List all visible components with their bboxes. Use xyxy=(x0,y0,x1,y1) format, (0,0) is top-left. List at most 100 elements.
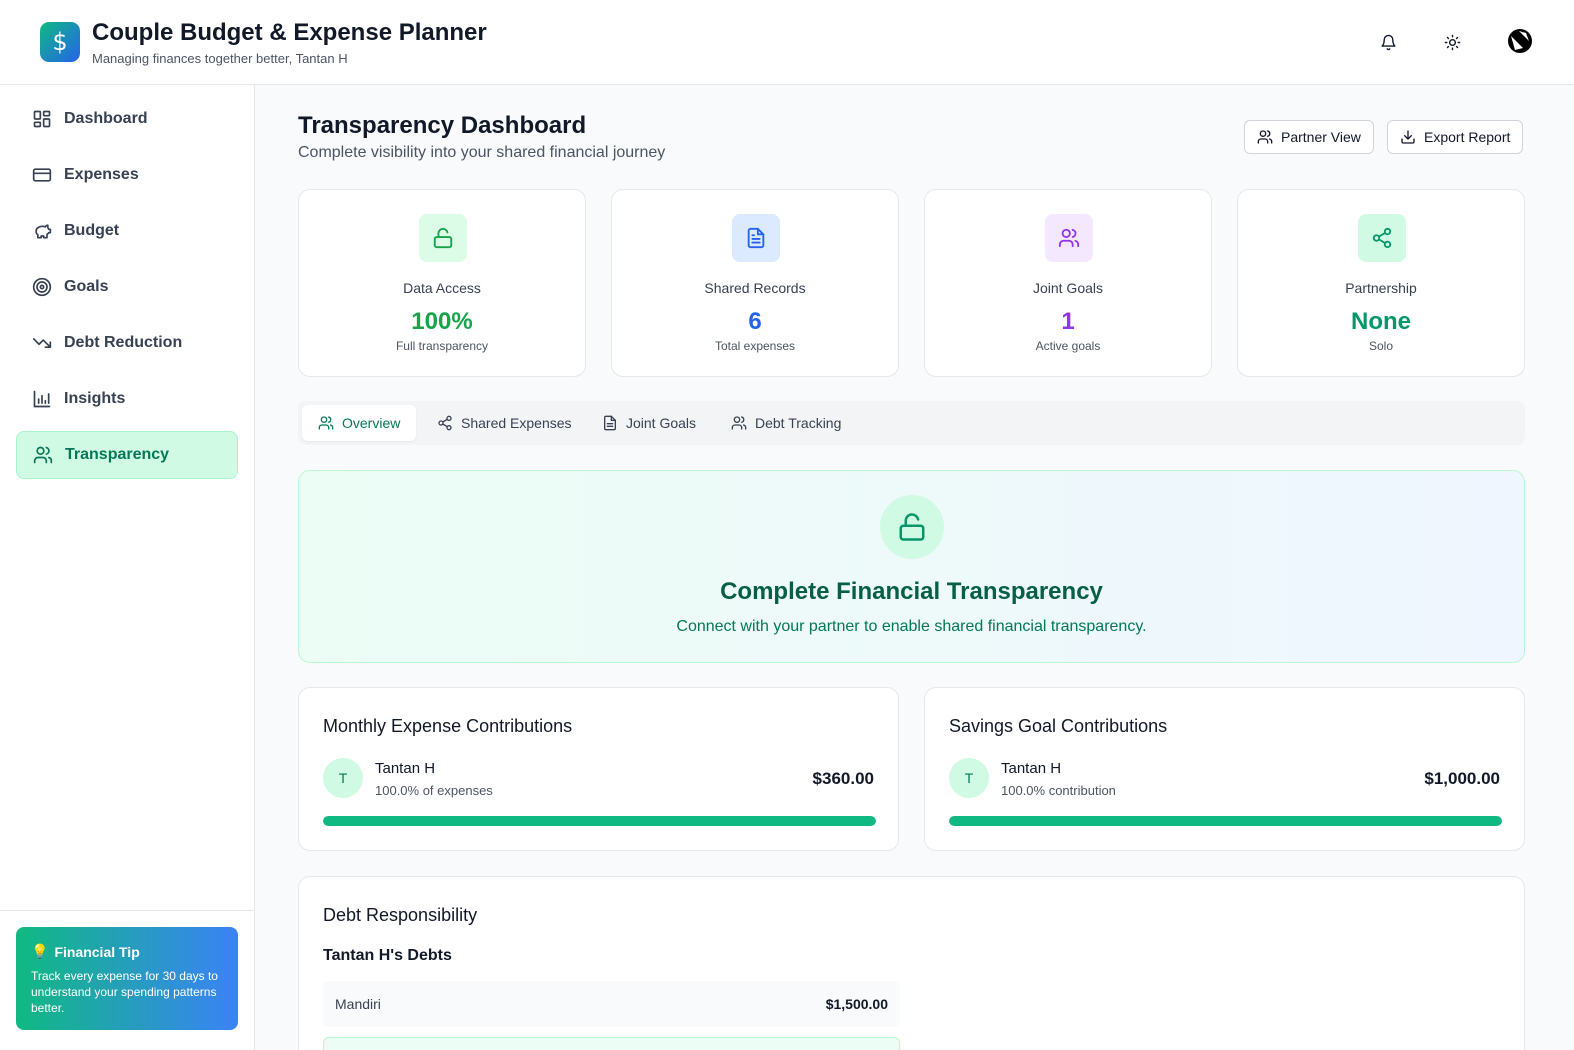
progress-bar xyxy=(949,816,1502,826)
share-icon xyxy=(1358,214,1406,262)
sidebar-item-expenses[interactable]: Expenses xyxy=(16,151,238,199)
contributor-name: Tantan H xyxy=(375,760,436,777)
sidebar-item-label: Goals xyxy=(64,278,109,295)
app-header: $ Couple Budget & Expense Planner Managi… xyxy=(0,0,1574,85)
tab-label: Joint Goals xyxy=(626,415,697,431)
page-subtitle: Complete visibility into your shared fin… xyxy=(298,144,666,161)
progress-fill xyxy=(323,816,876,826)
stat-sub: Full transparency xyxy=(395,339,489,353)
stat-label: Shared Records xyxy=(704,280,806,296)
stat-sub: Solo xyxy=(1368,339,1394,353)
contributor-percentage: 100.0% contribution xyxy=(1001,783,1116,798)
sidebar: Dashboard Expenses Budget Goals Debt Red… xyxy=(0,85,255,1050)
sidebar-item-label: Expenses xyxy=(64,166,139,183)
lightbulb-icon: 💡 xyxy=(31,943,49,959)
stat-card-joint-goals: Joint Goals 1 Active goals xyxy=(924,189,1212,377)
sidebar-item-transparency[interactable]: Transparency xyxy=(16,431,238,479)
profile-logo-icon[interactable] xyxy=(1507,28,1533,54)
app-title: Couple Budget & Expense Planner xyxy=(92,19,487,46)
stat-value: None xyxy=(1351,308,1411,335)
transparency-hero: Complete Financial Transparency Connect … xyxy=(298,470,1525,663)
hero-text: Connect with your partner to enable shar… xyxy=(676,618,1147,635)
debt-summary-row xyxy=(323,1037,900,1050)
users-icon xyxy=(33,446,53,464)
debt-responsibility-panel: Debt Responsibility Tantan H's Debts Man… xyxy=(298,876,1525,1050)
avatar: T xyxy=(949,758,989,798)
contributor-name: Tantan H xyxy=(1001,760,1062,777)
tab-overview[interactable]: Overview xyxy=(302,405,417,441)
file-text-icon xyxy=(604,415,616,431)
sidebar-item-label: Debt Reduction xyxy=(64,334,183,351)
tip-title: Financial Tip xyxy=(54,943,140,960)
tab-debt-tracking[interactable]: Debt Tracking xyxy=(715,405,857,441)
monthly-expense-contributions-panel: Monthly Expense Contributions T Tantan H… xyxy=(298,687,899,851)
tab-label: Shared Expenses xyxy=(461,415,572,431)
hero-title: Complete Financial Transparency xyxy=(720,578,1103,605)
stat-value: 100% xyxy=(411,308,473,335)
export-report-button[interactable]: Export Report xyxy=(1387,120,1524,154)
users-icon xyxy=(318,416,334,430)
panel-title: Debt Responsibility xyxy=(323,905,478,925)
stat-label: Partnership xyxy=(1345,280,1417,296)
partner-view-button[interactable]: Partner View xyxy=(1244,120,1374,154)
sun-icon[interactable] xyxy=(1438,28,1466,56)
stat-value: 6 xyxy=(748,308,762,335)
target-icon xyxy=(32,277,52,297)
financial-tip-card: 💡 Financial Tip Track every expense for … xyxy=(16,927,238,1030)
stat-value: 1 xyxy=(1061,308,1075,335)
panel-title: Monthly Expense Contributions xyxy=(323,716,573,736)
sidebar-item-debt-reduction[interactable]: Debt Reduction xyxy=(16,319,238,367)
contributor-percentage: 100.0% of expenses xyxy=(375,783,493,798)
debt-amount: $1,500.00 xyxy=(825,996,888,1012)
panel-title: Savings Goal Contributions xyxy=(949,716,1168,736)
stat-sub: Total expenses xyxy=(714,339,796,353)
piggy-bank-icon xyxy=(35,224,52,239)
export-report-label: Export Report xyxy=(1424,129,1511,145)
app-subtitle: Managing finances together better, Tanta… xyxy=(92,51,348,66)
stat-card-partnership: Partnership None Solo xyxy=(1237,189,1525,377)
sidebar-item-label: Dashboard xyxy=(64,110,148,127)
credit-card-icon xyxy=(32,168,52,182)
file-text-icon xyxy=(732,214,780,262)
tab-bar: Overview Shared Expenses Joint Goals Deb… xyxy=(298,401,1525,445)
contributor-amount: $360.00 xyxy=(812,769,874,788)
unlock-icon xyxy=(880,495,944,559)
sidebar-item-goals[interactable]: Goals xyxy=(16,263,238,311)
sidebar-item-label: Transparency xyxy=(65,446,170,463)
stat-card-shared-records: Shared Records 6 Total expenses xyxy=(611,189,899,377)
partner-view-label: Partner View xyxy=(1281,129,1361,145)
progress-bar xyxy=(323,816,876,826)
sidebar-item-label: Budget xyxy=(64,222,120,239)
tab-label: Overview xyxy=(342,415,401,431)
sidebar-item-budget[interactable]: Budget xyxy=(16,207,238,255)
sidebar-divider xyxy=(0,910,254,911)
tab-label: Debt Tracking xyxy=(755,415,842,431)
sidebar-item-dashboard[interactable]: Dashboard xyxy=(16,95,238,143)
debt-owner-heading: Tantan H's Debts xyxy=(323,947,452,964)
download-icon xyxy=(1401,130,1415,144)
savings-goal-contributions-panel: Savings Goal Contributions T Tantan H 10… xyxy=(924,687,1525,851)
trending-down-icon xyxy=(32,338,52,348)
stat-sub: Active goals xyxy=(1035,339,1101,353)
progress-fill xyxy=(949,816,1502,826)
share-icon xyxy=(438,415,452,431)
sidebar-item-insights[interactable]: Insights xyxy=(16,375,238,423)
tab-shared-expenses[interactable]: Shared Expenses xyxy=(421,405,588,441)
unlock-icon xyxy=(419,214,467,262)
bell-icon[interactable] xyxy=(1374,28,1402,56)
contributor-amount: $1,000.00 xyxy=(1424,769,1500,788)
stat-label: Data Access xyxy=(403,280,481,296)
dollar-logo-icon: $ xyxy=(40,22,80,62)
sidebar-item-label: Insights xyxy=(64,390,126,407)
users-icon xyxy=(1257,130,1273,144)
tab-joint-goals[interactable]: Joint Goals xyxy=(586,405,712,441)
bar-chart-icon xyxy=(33,390,51,408)
tip-text: Track every expense for 30 days to under… xyxy=(31,969,218,1015)
layout-grid-icon xyxy=(33,110,51,128)
debt-name: Mandiri xyxy=(335,996,381,1012)
users-icon xyxy=(1045,214,1093,262)
page-title: Transparency Dashboard xyxy=(298,112,587,139)
debt-row: Mandiri $1,500.00 xyxy=(323,981,900,1027)
stat-label: Joint Goals xyxy=(1032,280,1104,296)
users-icon xyxy=(731,416,747,430)
